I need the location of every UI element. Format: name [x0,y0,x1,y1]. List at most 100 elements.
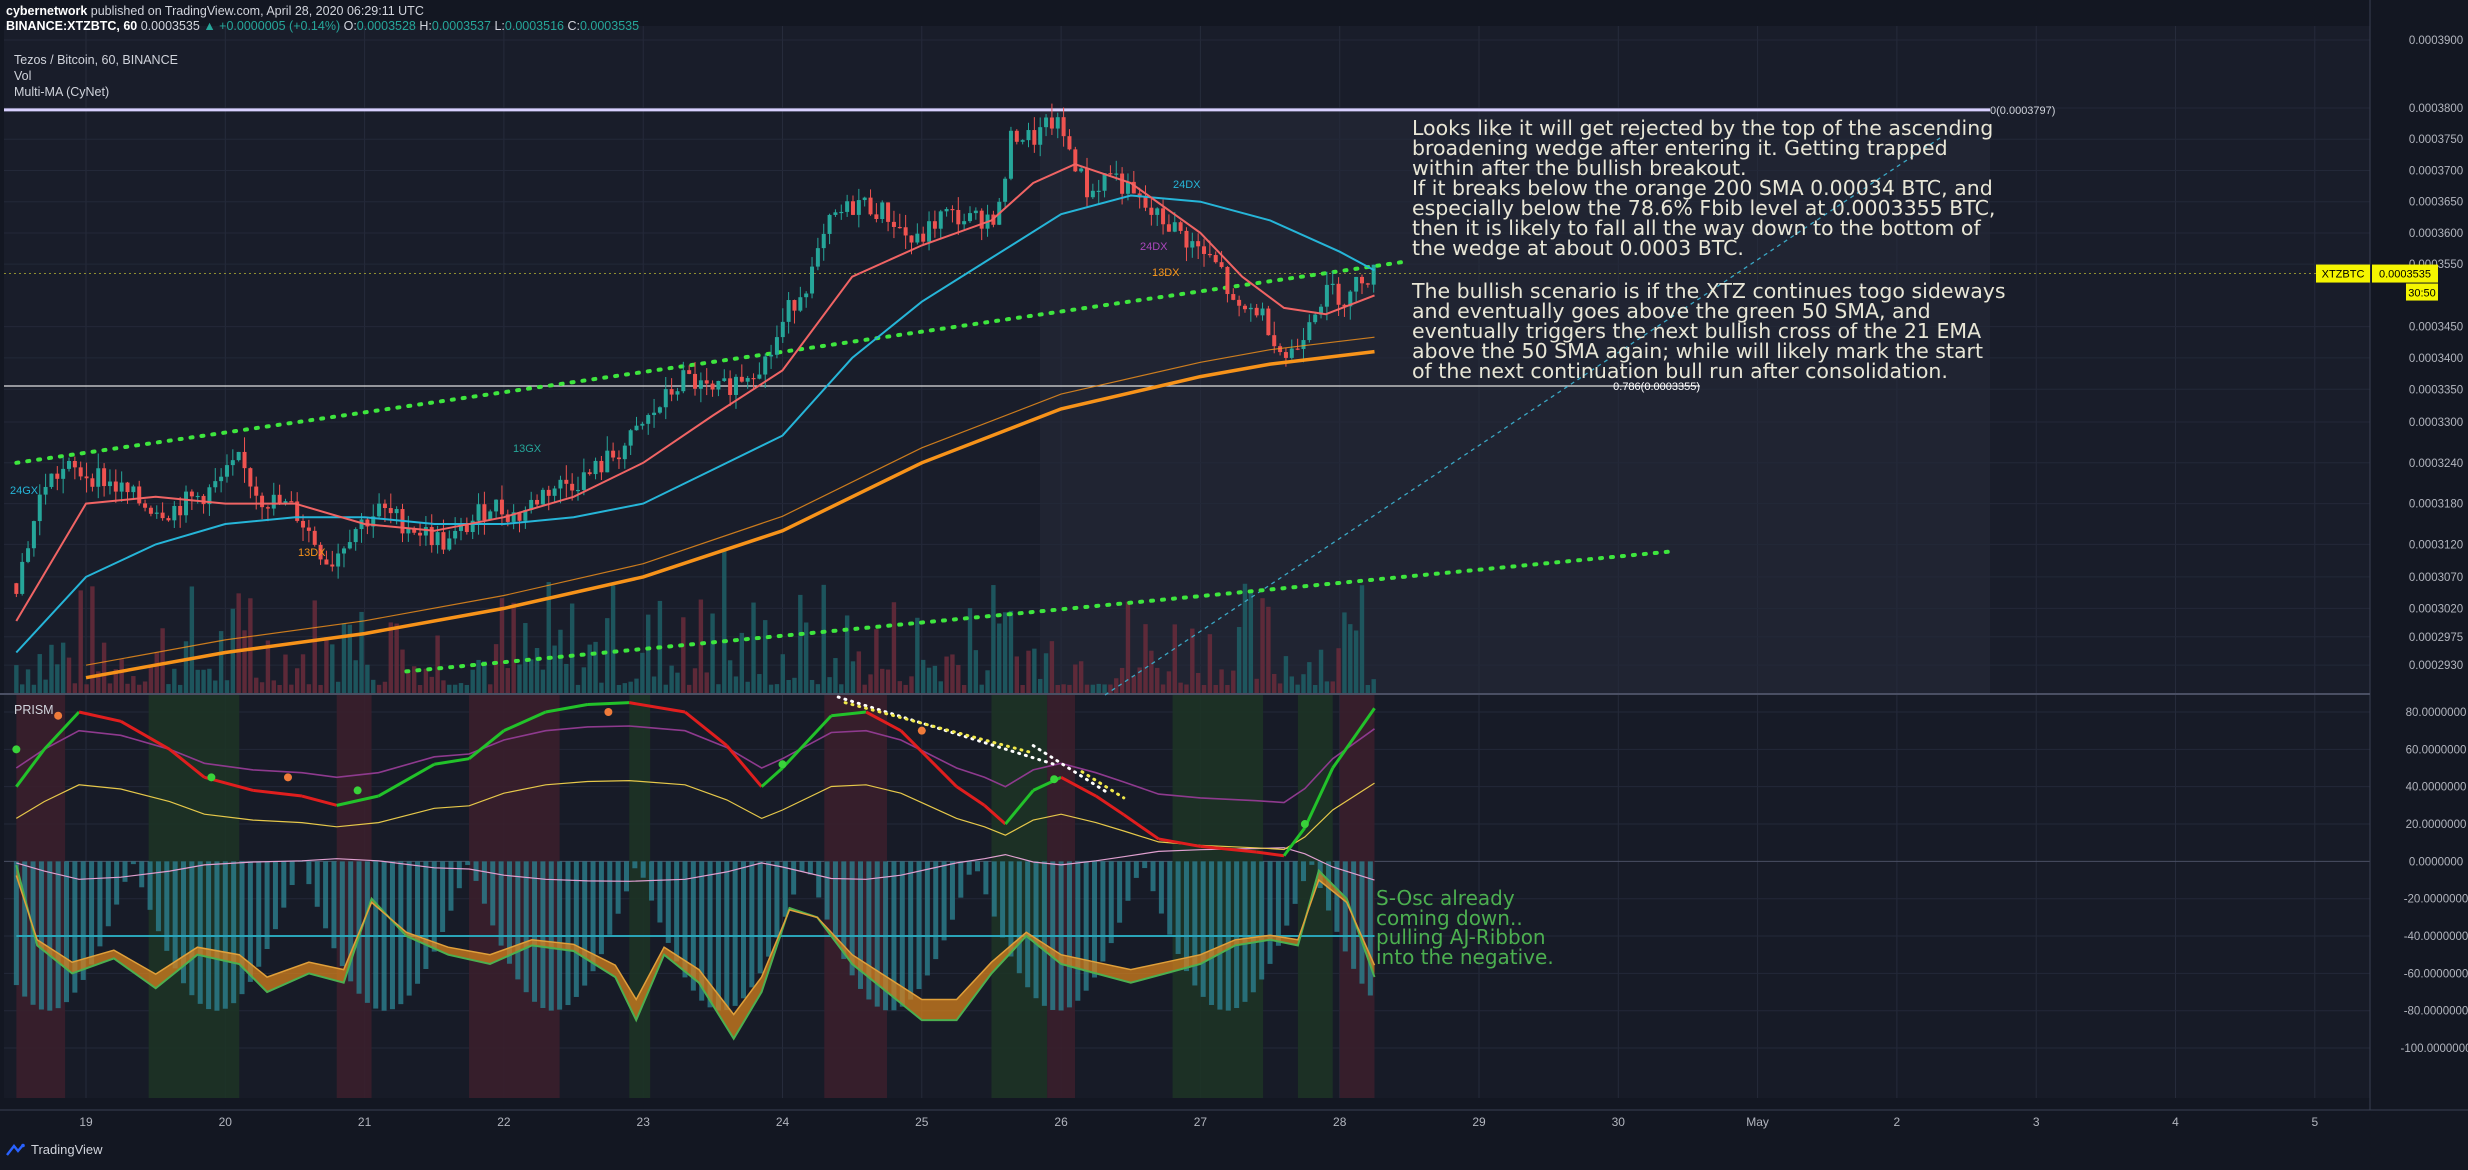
high-value: 0.0003537 [431,19,491,33]
candle-body [1184,230,1189,248]
author-name[interactable]: cybernetwork [6,4,88,18]
volume-bar [640,652,645,693]
stoch-rsi-segment [831,710,867,718]
volume-bar [856,651,862,693]
stoch-rsi-segment [468,729,505,760]
histogram-bar [306,861,312,885]
volume-bar [435,635,440,693]
candle-body [874,214,879,220]
annotation-bullish[interactable]: The bullish scenario is if the XTZ conti… [1412,279,2006,383]
volume-bar [318,684,323,693]
annotation-main[interactable]: Looks like it will get rejected by the t… [1412,116,1996,260]
series-title[interactable]: Tezos / Bitcoin, 60, BINANCE [14,53,178,67]
histogram-bar [364,861,370,1003]
candle-body [909,235,914,243]
volume-bar [622,683,628,693]
histogram-bar [824,861,830,920]
histogram-bar [532,861,538,1002]
volume-bar [294,668,300,693]
volume-bar [411,666,417,693]
candle-body [1096,190,1101,192]
price-tick-label: 0.0003120 [2409,539,2463,551]
volume-bar [745,681,750,693]
low-value: 0.0003516 [504,19,564,33]
candle-body [839,211,844,214]
candle-body [868,197,873,215]
study-prism[interactable]: PRISM [14,703,54,717]
stoch-rsi-segment [1282,826,1307,857]
candle-body [254,486,259,496]
candle-body [698,380,703,389]
volume-bar [365,664,370,693]
price-tick-label: 0.0003450 [2409,322,2463,334]
volume-bar [1155,667,1160,693]
volume-bar [540,669,546,693]
volume-bar [1236,627,1242,693]
candle-body [172,505,177,521]
candle-body [488,511,493,521]
candle-body [1166,224,1171,232]
volume-bar [1295,684,1300,693]
candle-body [1049,117,1054,129]
candle-body [1278,346,1283,353]
histogram-bar [331,861,337,949]
volume-bar [183,641,189,693]
candle-body [1067,136,1072,150]
histogram-bar [749,861,755,988]
volume-bar [897,681,902,693]
candle-body [359,519,364,530]
volume-bar [1371,679,1376,693]
histogram-bar [406,861,412,996]
volume-bar [792,677,797,693]
candle-body [1365,283,1370,285]
candle-body [1190,241,1195,248]
candle-body [31,521,36,549]
volume-bar [669,665,674,693]
histogram-bar [130,861,136,865]
histogram-bar [908,861,914,1000]
candle-body [815,248,820,267]
stoch-rsi-segment [865,710,902,732]
candle-body [628,430,633,446]
volume-bar [417,684,423,693]
volume-bar [1324,681,1330,693]
histogram-bar [1267,861,1273,964]
volume-bar [154,652,159,693]
candle-body [979,210,984,229]
histogram-bar [807,861,813,875]
candle-body [365,519,370,527]
candle-body [1295,348,1300,350]
histogram-bar [1292,861,1298,904]
ma-cross-label: 24GX [10,485,39,497]
volume-bar [277,684,282,693]
volume-bar [880,668,885,693]
candle-body [96,468,101,487]
brand-label[interactable]: TradingView [31,1142,103,1157]
study-multi-ma[interactable]: Multi-MA (CyNet) [14,85,110,99]
candle-body [967,213,972,222]
candle-body [792,300,797,311]
histogram-bar [465,861,471,866]
histogram-bar [272,861,278,930]
stoch-rsi-segment [168,748,206,779]
annotation-oscillator[interactable]: S-Osc already coming down.. pulling AJ-R… [1376,886,1554,969]
open-label: O: [343,19,357,33]
time-tick-label: 20 [219,1115,233,1129]
candle-body [388,508,393,514]
volume-bar [546,582,551,693]
histogram-bar [515,861,521,980]
study-vol[interactable]: Vol [14,69,32,83]
histogram-bar [348,861,354,982]
volume-bar [289,684,294,693]
volume-bar [353,660,358,693]
volume-bar [142,681,148,693]
candle-body [564,479,569,484]
candle-body [324,559,329,565]
volume-bar [885,669,891,693]
candle-body [1283,352,1288,358]
volume-bar [1336,648,1341,693]
histogram-bar [456,861,462,889]
candle-body [1254,307,1259,316]
volume-bar [125,683,130,693]
histogram-bar [423,861,429,969]
